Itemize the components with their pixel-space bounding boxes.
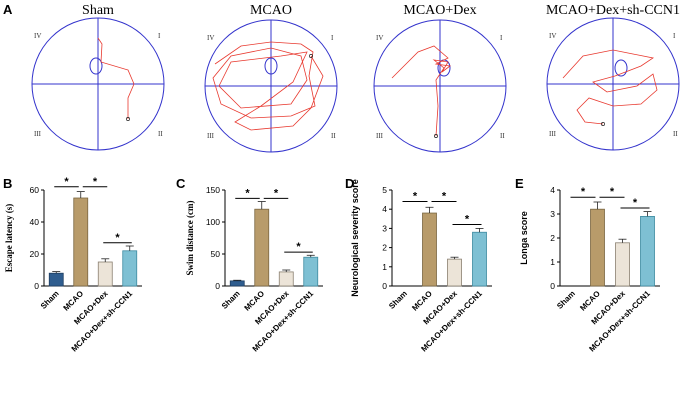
bar-D-2 — [447, 258, 462, 287]
bar-B-3 — [122, 250, 138, 287]
y-tick-label-D-5: 5 — [382, 185, 387, 195]
y-tick-label-D-3: 3 — [382, 223, 387, 233]
maze-quadrant-label-0-3: II — [158, 130, 163, 138]
category-label-C-0: Sham — [220, 289, 242, 311]
category-label-E-0: Sham — [555, 289, 577, 311]
maze-quadrant-label-3-0: IV — [549, 32, 556, 40]
y-tick-label-C-150: 150 — [206, 185, 220, 195]
maze-start-point-0 — [126, 117, 130, 121]
bar-C-2 — [278, 271, 294, 287]
category-label-B-0: Sham — [39, 289, 61, 311]
maze-quadrant-label-2-3: II — [500, 132, 505, 140]
y-axis-label-D: Neurological severity score — [350, 179, 360, 297]
maze-platform-0 — [89, 57, 103, 75]
category-label-C-1: MCAO — [243, 289, 267, 313]
y-axis-label-C: Swim distance (cm) — [185, 201, 195, 276]
y-tick-label-C-50: 50 — [211, 249, 221, 259]
y-tick-label-C-100: 100 — [206, 217, 220, 227]
maze-quadrant-label-1-3: II — [331, 132, 336, 140]
bar-B-0 — [48, 272, 64, 287]
maze-quadrant-label-2-0: IV — [376, 34, 383, 42]
sig-star-C-2: * — [296, 241, 301, 253]
panel-a-letter: A — [3, 2, 13, 17]
bar-C-1 — [254, 208, 270, 287]
category-label-D-0: Sham — [387, 289, 409, 311]
y-tick-label-B-60: 60 — [30, 185, 40, 195]
bar-B-1 — [73, 197, 89, 287]
panel-letter-D: D — [345, 176, 354, 191]
y-tick-label-B-0: 0 — [34, 281, 39, 291]
y-tick-label-D-4: 4 — [382, 204, 387, 214]
panel-letter-E: E — [515, 176, 524, 191]
panel-letter-B: B — [3, 176, 12, 191]
sig-star-C-0: * — [245, 187, 250, 199]
sig-star-D-2: * — [465, 214, 470, 226]
maze-quadrant-label-2-2: III — [376, 132, 384, 140]
maze-platform-1 — [264, 57, 278, 75]
bar-D-1 — [422, 212, 437, 287]
bar-C-3 — [303, 256, 319, 287]
maze-quadrant-label-1-0: IV — [207, 34, 214, 42]
y-tick-label-E-0: 0 — [550, 281, 555, 291]
sig-star-D-1: * — [442, 191, 447, 203]
sig-star-E-2: * — [633, 197, 638, 209]
maze-quadrant-label-3-3: II — [673, 130, 678, 138]
category-label-B-1: MCAO — [62, 289, 86, 313]
sig-star-D-0: * — [413, 191, 418, 203]
maze-quadrant-label-0-0: IV — [34, 32, 41, 40]
y-tick-label-E-4: 4 — [550, 185, 555, 195]
bar-B-2 — [97, 261, 113, 287]
maze-quadrant-label-1-2: III — [207, 132, 215, 140]
y-tick-label-D-1: 1 — [382, 262, 387, 272]
maze-quadrant-label-1-1: I — [331, 34, 334, 42]
y-tick-label-B-20: 20 — [30, 249, 40, 259]
maze-platform-3 — [614, 59, 628, 77]
y-tick-label-C-0: 0 — [215, 281, 220, 291]
maze-start-point-2 — [434, 134, 438, 138]
bar-E-3 — [640, 215, 655, 287]
maze-path-2 — [391, 45, 452, 137]
category-label-D-1: MCAO — [410, 289, 434, 313]
y-axis-label-B: Escape latency (s) — [4, 204, 14, 273]
y-axis-label-E: Longa score — [519, 211, 529, 265]
sig-star-B-1: * — [93, 176, 98, 188]
maze-quadrant-label-3-1: I — [673, 32, 676, 40]
y-tick-label-E-2: 2 — [550, 233, 555, 243]
sig-star-E-0: * — [581, 186, 586, 198]
maze-path-3 — [562, 49, 658, 125]
bar-C-0 — [229, 280, 245, 287]
panel-d-chart: D 0 1 2 3 4 5 Neurological severity score Sham MC… — [345, 176, 492, 354]
y-tick-label-D-2: 2 — [382, 243, 387, 253]
y-tick-label-D-0: 0 — [382, 281, 387, 291]
maze-path-1 — [212, 41, 324, 131]
maze-title-0: Sham — [82, 3, 114, 18]
bar-E-2 — [615, 242, 630, 287]
maze-quadrant-label-0-2: III — [34, 130, 42, 138]
bar-D-3 — [472, 231, 487, 287]
maze-title-1: MCAO — [250, 3, 292, 18]
bar-E-1 — [590, 208, 605, 287]
sig-star-E-1: * — [610, 186, 615, 198]
maze-quadrant-label-2-1: I — [500, 34, 503, 42]
maze-quadrant-label-3-2: III — [549, 130, 557, 138]
category-label-E-1: MCAO — [578, 289, 602, 313]
sig-star-B-0: * — [64, 176, 69, 188]
maze-start-point-3 — [601, 122, 605, 126]
y-tick-label-B-40: 40 — [30, 217, 40, 227]
y-tick-label-E-1: 1 — [550, 257, 555, 267]
panel-letter-C: C — [176, 176, 186, 191]
maze-title-3: MCAO+Dex+sh-CCN1 — [546, 3, 680, 18]
y-tick-label-E-3: 3 — [550, 209, 555, 219]
sig-star-C-1: * — [274, 187, 279, 199]
sig-star-B-2: * — [115, 232, 120, 244]
maze-path-0 — [97, 37, 135, 119]
maze-start-point-1 — [309, 54, 313, 58]
maze-quadrant-label-0-1: I — [158, 32, 161, 40]
maze-title-2: MCAO+Dex — [403, 3, 476, 18]
